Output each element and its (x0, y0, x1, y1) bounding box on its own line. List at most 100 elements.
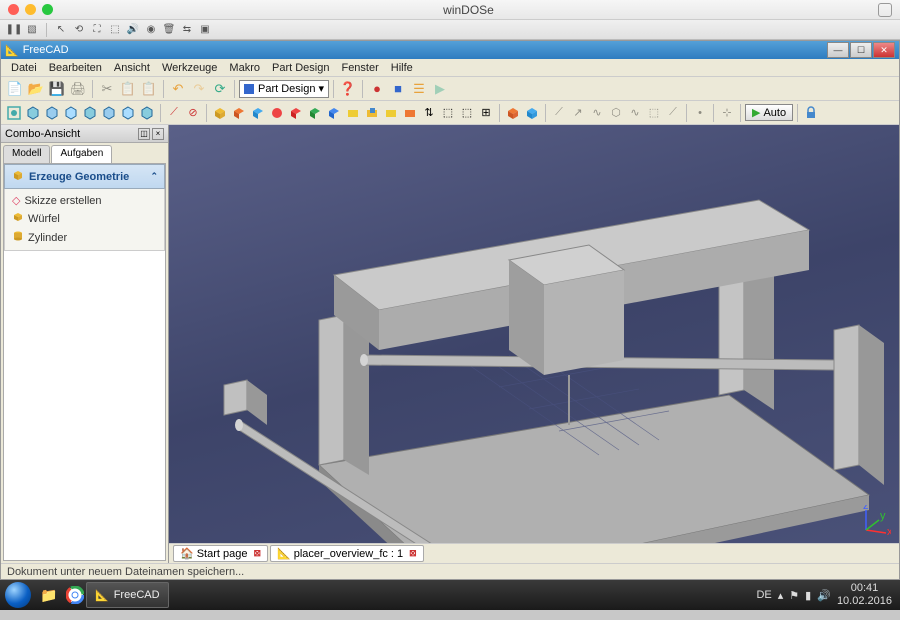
snapshot-icon[interactable]: ▧ (24, 22, 40, 38)
task-item-cylinder[interactable]: Zylinder (8, 228, 161, 247)
box-icon[interactable] (504, 104, 522, 122)
auto-button[interactable]: ▶Auto (745, 104, 793, 121)
explorer-icon[interactable]: 📁 (40, 586, 58, 604)
clock[interactable]: 00:41 10.02.2016 (837, 582, 892, 608)
mac-max-icon[interactable] (42, 4, 53, 15)
part-icon[interactable] (306, 104, 324, 122)
tool-icon[interactable]: 🗑 (161, 22, 177, 38)
top-icon[interactable] (62, 104, 80, 122)
panel-float-icon[interactable]: ◫ (138, 128, 150, 140)
bottom-icon[interactable] (119, 104, 137, 122)
right-icon[interactable] (81, 104, 99, 122)
task-item-cube[interactable]: Würfel (8, 209, 161, 228)
part-icon[interactable] (325, 104, 343, 122)
minimize-button[interactable]: — (827, 42, 849, 58)
sketch-icon[interactable]: ⟋ (550, 104, 568, 122)
array-icon[interactable]: ⊞ (477, 104, 495, 122)
refresh-icon[interactable]: ⟳ (210, 79, 230, 99)
save-icon[interactable]: 💾 (47, 79, 67, 99)
sketch-icon[interactable]: ∿ (626, 104, 644, 122)
macro-list-icon[interactable]: ☰ (409, 79, 429, 99)
part-icon[interactable] (230, 104, 248, 122)
workbench-selector[interactable]: Part Design▾ (239, 80, 329, 98)
sketch-icon[interactable]: • (691, 104, 709, 122)
front-icon[interactable] (43, 104, 61, 122)
box-icon[interactable] (523, 104, 541, 122)
redo-icon[interactable]: ↷ (189, 79, 209, 99)
paste-icon[interactable]: 📋 (139, 79, 159, 99)
macro-play-icon[interactable]: ▶ (430, 79, 450, 99)
tool-icon[interactable]: ⛶ (89, 22, 105, 38)
print-icon[interactable]: 🖨 (68, 79, 88, 99)
doc-tab-start[interactable]: 🏠 Start page ⊠ (173, 545, 268, 562)
macro-stop-icon[interactable]: ■ (388, 79, 408, 99)
lock-icon[interactable] (802, 104, 820, 122)
tool-icon[interactable]: ◉ (143, 22, 159, 38)
tool-icon[interactable]: ▣ (197, 22, 213, 38)
tab-modell[interactable]: Modell (3, 145, 50, 163)
export-icon[interactable]: ⬚ (439, 104, 457, 122)
rear-icon[interactable] (100, 104, 118, 122)
menu-werkzeuge[interactable]: Werkzeuge (156, 60, 223, 76)
tool-icon[interactable]: ⟲ (71, 22, 87, 38)
pause-icon[interactable]: ❚❚ (6, 22, 22, 38)
tool-icon[interactable]: ↖ (53, 22, 69, 38)
part-icon[interactable] (401, 104, 419, 122)
fit-icon[interactable] (5, 104, 23, 122)
sketch-icon[interactable]: ⊹ (718, 104, 736, 122)
tray-up-icon[interactable]: ▴ (778, 589, 784, 602)
whatsthis-icon[interactable]: ❓ (338, 79, 358, 99)
menu-ansicht[interactable]: Ansicht (108, 60, 156, 76)
menu-fenster[interactable]: Fenster (335, 60, 384, 76)
import-icon[interactable]: ⬚ (458, 104, 476, 122)
tool-icon[interactable]: ⇆ (179, 22, 195, 38)
sketch-icon[interactable]: ∿ (588, 104, 606, 122)
part-icon[interactable] (249, 104, 267, 122)
iso-icon[interactable] (24, 104, 42, 122)
network-icon[interactable]: ▮ (805, 589, 811, 602)
maximize-button[interactable]: ☐ (850, 42, 872, 58)
menu-partdesign[interactable]: Part Design (266, 60, 335, 76)
left-icon[interactable] (138, 104, 156, 122)
mac-min-icon[interactable] (25, 4, 36, 15)
task-item-sketch[interactable]: ◇ Skizze erstellen (8, 192, 161, 209)
start-button[interactable] (0, 580, 36, 610)
lang-indicator[interactable]: DE (756, 589, 771, 601)
host-fullscreen-icon[interactable] (878, 3, 892, 17)
mirror-icon[interactable]: ⇅ (420, 104, 438, 122)
part-icon[interactable] (382, 104, 400, 122)
menu-datei[interactable]: Datei (5, 60, 43, 76)
part-icon[interactable] (363, 104, 381, 122)
menu-bearbeiten[interactable]: Bearbeiten (43, 60, 108, 76)
tab-aufgaben[interactable]: Aufgaben (51, 145, 112, 163)
part-icon[interactable] (211, 104, 229, 122)
cut-icon[interactable]: ✂ (97, 79, 117, 99)
undo-icon[interactable]: ↶ (168, 79, 188, 99)
tool-icon[interactable]: ⬚ (107, 22, 123, 38)
3d-viewport[interactable]: x z y (169, 125, 899, 543)
part-icon[interactable] (344, 104, 362, 122)
panel-close-icon[interactable]: × (152, 128, 164, 140)
part-icon[interactable] (287, 104, 305, 122)
sketch-icon[interactable]: ⬡ (607, 104, 625, 122)
new-icon[interactable]: 📄 (5, 79, 25, 99)
open-icon[interactable]: 📂 (26, 79, 46, 99)
flag-icon[interactable]: ⚑ (789, 589, 799, 602)
copy-icon[interactable]: 📋 (118, 79, 138, 99)
menu-makro[interactable]: Makro (223, 60, 266, 76)
close-button[interactable]: ✕ (873, 42, 895, 58)
close-tab-icon[interactable]: ⊠ (409, 548, 417, 559)
menu-hilfe[interactable]: Hilfe (385, 60, 419, 76)
chrome-icon[interactable] (66, 586, 84, 604)
task-item-freecad[interactable]: 📐 FreeCAD (86, 582, 169, 608)
cancel-icon[interactable]: ⊘ (184, 104, 202, 122)
part-icon[interactable] (268, 104, 286, 122)
task-section-header[interactable]: Erzeuge Geometrie ⌃ (4, 164, 165, 189)
sound-icon[interactable]: 🔊 (125, 22, 141, 38)
sound-icon[interactable]: 🔊 (817, 589, 831, 602)
sketch-icon[interactable]: ↗ (569, 104, 587, 122)
macro-record-icon[interactable]: ● (367, 79, 387, 99)
measure-icon[interactable]: ⟋ (165, 104, 183, 122)
sketch-icon[interactable]: ⬚ (645, 104, 663, 122)
doc-tab-placer[interactable]: 📐 placer_overview_fc : 1 ⊠ (270, 545, 424, 562)
